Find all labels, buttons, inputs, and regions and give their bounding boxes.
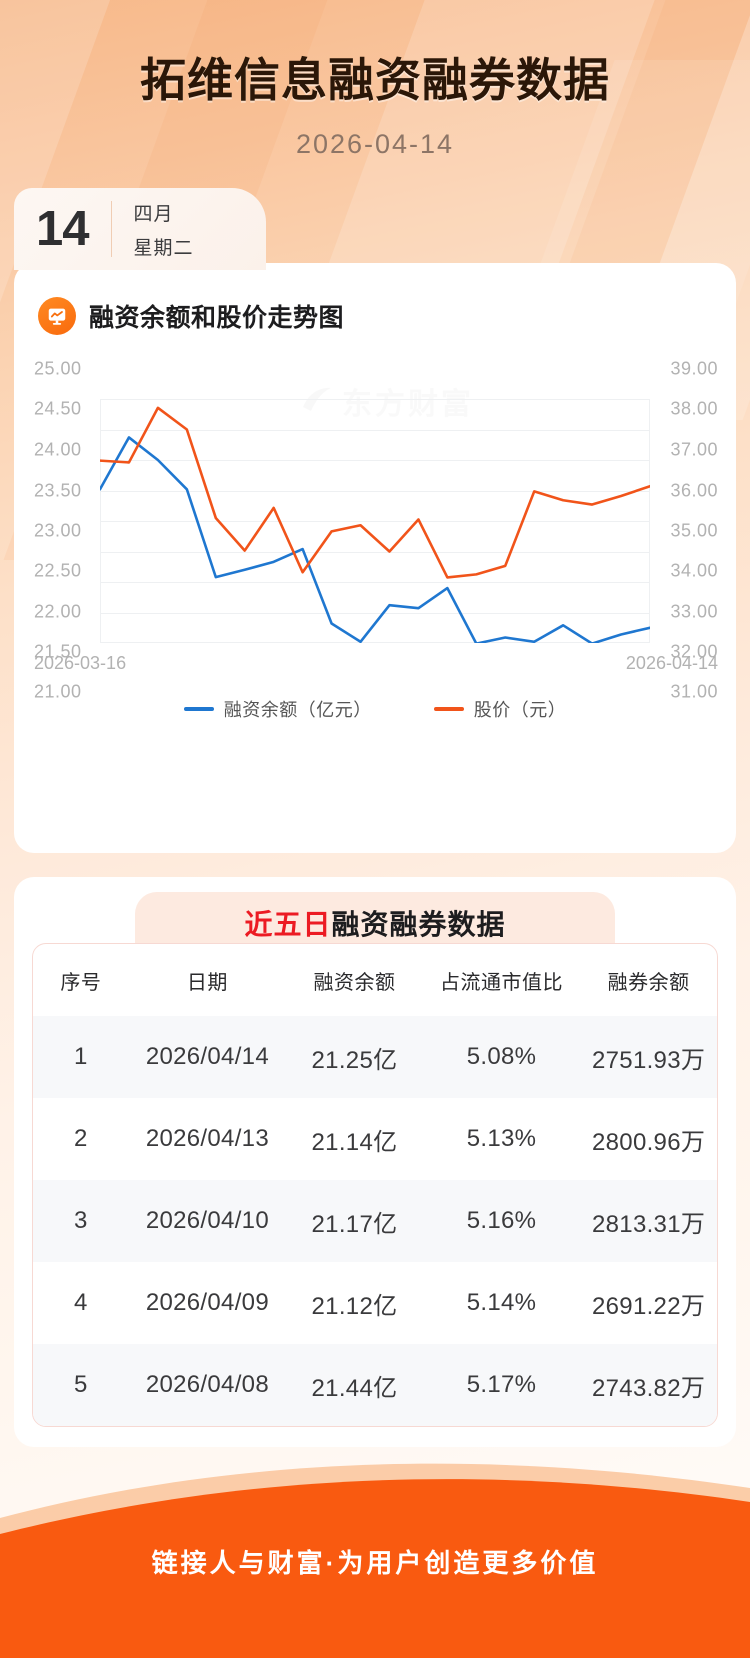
table-row: 1 2026/04/14 21.25亿 5.08% 2751.93万: [33, 1016, 717, 1098]
data-table-wrapper: 序号 日期 融资余额 占流通市值比 融券余额 1 2026/04/14 21.25亿…: [32, 943, 718, 1427]
series-line-stock-price: [100, 406, 650, 579]
y-axis-right-tick: 32.00: [670, 641, 718, 662]
page-title: 拓维信息融资融券数据: [140, 54, 610, 106]
cell-ratio: 5.17%: [466, 1371, 537, 1398]
cell-date: 2026/04/13: [145, 1125, 269, 1152]
chart-gridlines: [100, 399, 650, 643]
legend-swatch-orange: [433, 707, 464, 711]
y-axis-left-tick: 24.00: [34, 439, 82, 460]
calendar-chip: 14 四月 星期二: [14, 188, 266, 270]
cell-short-balance: 2751.93万: [592, 1046, 706, 1074]
y-axis-right-tick: 37.00: [670, 439, 718, 460]
col-header-date: 日期: [186, 971, 228, 994]
y-axis-left-tick: 22.00: [34, 601, 82, 622]
chart-plot: 25.00 24.50 24.00 23.50 23.00 22.50 22.0…: [14, 359, 736, 763]
table-row: 3 2026/04/10 21.17亿 5.16% 2813.31万: [33, 1180, 717, 1262]
cell-short-balance: 2800.96万: [592, 1128, 706, 1156]
cell-margin-balance: 21.25亿: [311, 1046, 398, 1074]
y-axis-right-tick: 33.00: [670, 601, 718, 622]
calendar-day: 14: [36, 201, 90, 256]
table-banner-rest: 融资融券数据: [331, 909, 506, 940]
cell-date: 2026/04/09: [145, 1289, 269, 1316]
calendar-text-group: 四月 星期二: [112, 199, 194, 260]
cell-no: 1: [74, 1043, 88, 1070]
cell-ratio: 5.13%: [466, 1125, 537, 1152]
col-header-ratio: 占流通市值比: [440, 971, 564, 994]
y-axis-left-tick: 25.00: [34, 358, 82, 379]
table-card: 近五日融资融券数据 东方财富 序号 日期 融资余额 占流通市值比 融券余额 12…: [14, 877, 736, 1447]
cell-no: 4: [74, 1289, 88, 1316]
cell-ratio: 5.16%: [466, 1207, 537, 1234]
cell-short-balance: 2691.22万: [592, 1292, 706, 1320]
cell-ratio: 5.14%: [466, 1289, 537, 1316]
cell-no: 3: [74, 1207, 88, 1234]
page-subtitle-date: 2026-04-14: [295, 129, 455, 159]
chart-header: 融资余额和股价走势图: [14, 263, 736, 335]
y-axis-right-tick: 34.00: [670, 560, 718, 581]
cell-date: 2026/04/14: [145, 1043, 269, 1070]
cell-short-balance: 2813.31万: [592, 1210, 706, 1238]
col-header-no: 序号: [60, 971, 102, 994]
y-axis-left-tick: 21.00: [34, 681, 82, 702]
cell-no: 2: [74, 1125, 88, 1152]
legend-label: 股价（元）: [473, 700, 567, 720]
table-row: 5 2026/04/08 21.44亿 5.17% 2743.82万: [33, 1344, 717, 1426]
cell-date: 2026/04/10: [145, 1207, 269, 1234]
cell-margin-balance: 21.17亿: [311, 1210, 398, 1238]
cell-date: 2026/04/08: [145, 1371, 269, 1398]
table-banner-highlight: 近五日: [244, 909, 332, 940]
y-axis-right-tick: 36.00: [670, 480, 718, 501]
cell-short-balance: 2743.82万: [592, 1374, 706, 1402]
footer-banner: 链接人与财富·为用户创造更多价值: [0, 1430, 750, 1658]
col-header-short: 融券余额: [607, 971, 690, 994]
y-axis-left-tick: 24.50: [34, 398, 82, 419]
footer-slogan: 链接人与财富·为用户创造更多价值: [151, 1548, 599, 1578]
y-axis-right-tick: 35.00: [670, 520, 718, 541]
cell-ratio: 5.08%: [466, 1043, 537, 1070]
chart-title: 融资余额和股价走势图: [89, 304, 345, 332]
chart-series-svg: [100, 406, 650, 643]
y-axis-left-tick: 23.00: [34, 520, 82, 541]
x-axis-start-label: 2026-03-16: [34, 653, 127, 673]
table-row: 2 2026/04/13 21.14亿 5.13% 2800.96万: [33, 1098, 717, 1180]
y-axis-right-tick: 39.00: [670, 358, 718, 379]
page-header: 拓维信息融资融券数据 2026-04-14: [0, 0, 750, 160]
chart-legend: 融资余额（亿元） 股价（元）: [14, 696, 736, 722]
trend-monitor-icon: [38, 297, 76, 335]
table-header-row: 序号 日期 融资余额 占流通市值比 融券余额: [33, 944, 717, 1016]
y-axis-left-tick: 22.50: [34, 560, 82, 581]
legend-swatch-blue: [183, 707, 214, 711]
cell-margin-balance: 21.12亿: [311, 1292, 398, 1320]
legend-item-margin-balance[interactable]: 融资余额（亿元）: [183, 696, 372, 722]
chart-card: 融资余额和股价走势图 东方财富 25.00 24.50 24.00 23.50 …: [14, 263, 736, 853]
table-row: 4 2026/04/09 21.12亿 5.14% 2691.22万: [33, 1262, 717, 1344]
cell-no: 5: [74, 1371, 88, 1398]
y-axis-right-tick: 38.00: [670, 398, 718, 419]
col-header-margin: 融资余额: [313, 971, 396, 994]
calendar-weekday: 星期二: [133, 237, 194, 259]
x-axis-end-label: 2026-04-14: [625, 653, 718, 673]
calendar-month: 四月: [133, 203, 174, 225]
footer-curve-shape: [0, 1463, 750, 1658]
legend-label: 融资余额（亿元）: [223, 700, 372, 720]
table-body: 1 2026/04/14 21.25亿 5.08% 2751.93万 2 2026/04/1…: [33, 1016, 717, 1426]
margin-trading-table: 序号 日期 融资余额 占流通市值比 融券余额 1 2026/04/14 21.25亿…: [33, 944, 717, 1426]
y-axis-left-tick: 21.50: [34, 641, 82, 662]
table-head: 序号 日期 融资余额 占流通市值比 融券余额: [33, 944, 717, 1016]
cell-margin-balance: 21.14亿: [311, 1128, 398, 1156]
y-axis-right-tick: 31.00: [670, 681, 718, 702]
table-banner-title: 近五日融资融券数据: [244, 903, 505, 943]
calendar-divider: [110, 201, 112, 257]
y-axis-left-tick: 23.50: [34, 480, 82, 501]
legend-item-stock-price[interactable]: 股价（元）: [433, 696, 567, 722]
series-line-margin-balance: [100, 436, 650, 643]
cell-margin-balance: 21.44亿: [311, 1374, 398, 1402]
